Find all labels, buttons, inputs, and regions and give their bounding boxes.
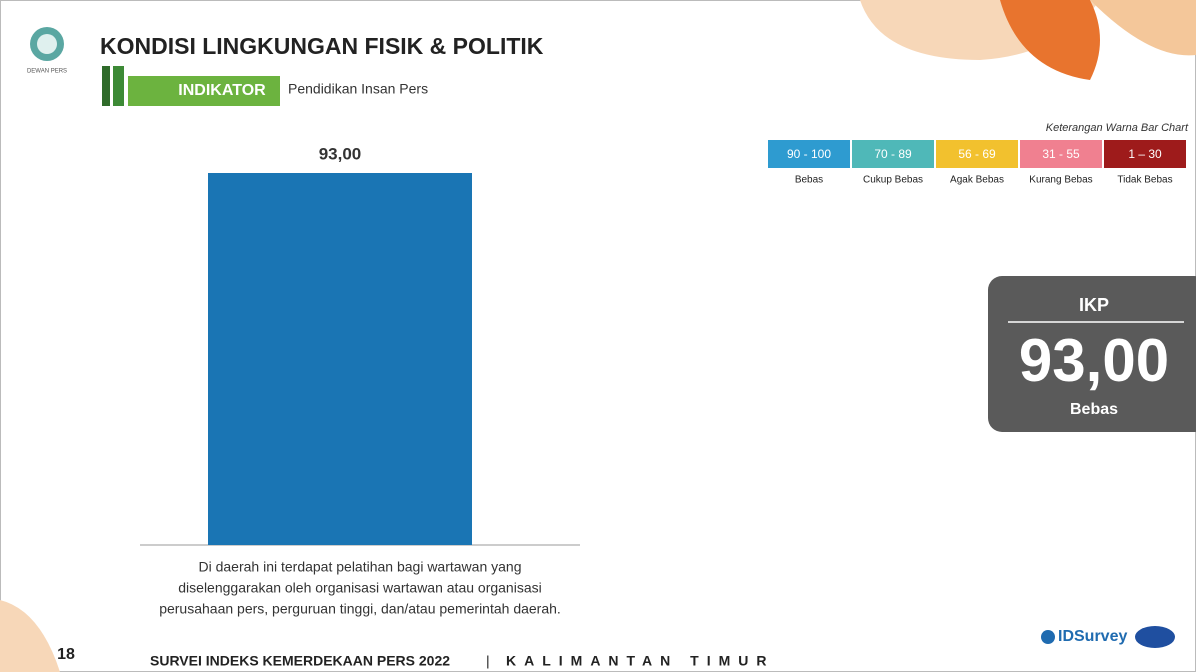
- legend-label: Bebas: [795, 175, 823, 186]
- legend-swatch: [1104, 140, 1186, 168]
- footer-region: KALIMANTAN TIMUR: [506, 653, 775, 669]
- indicator-box: [128, 76, 280, 106]
- legend-swatch: [768, 140, 850, 168]
- decor: [1090, 0, 1196, 56]
- ikp-value: 93,00: [1019, 327, 1169, 394]
- ikp-category: Bebas: [1070, 401, 1118, 418]
- legend-range: 90 - 100: [787, 147, 831, 161]
- title: KONDISI LINGKUNGAN FISIK & POLITIK: [100, 33, 544, 59]
- caption-line: Di daerah ini terdapat pelatihan bagi wa…: [199, 559, 522, 575]
- decor: [102, 66, 110, 106]
- value-label: 93,00: [319, 144, 362, 163]
- logo-text: DEWAN PERS: [27, 69, 67, 75]
- brand-icon: [1041, 630, 1055, 644]
- brand: IDSurvey: [1058, 628, 1127, 645]
- legend-range: 1 – 30: [1128, 147, 1162, 161]
- indicator: Pendidikan Insan Pers: [288, 81, 428, 97]
- ikp-title: IKP: [1079, 295, 1109, 315]
- legend-range: 56 - 69: [958, 147, 996, 161]
- decor: [0, 600, 60, 672]
- legend-swatch: [852, 140, 934, 168]
- legend-range: 31 - 55: [1042, 147, 1080, 161]
- bar: [208, 173, 472, 545]
- legend-swatch: [1020, 140, 1102, 168]
- caption-line: diselenggarakan oleh organisasi wartawan…: [178, 580, 541, 596]
- caption-line: perusahaan pers, perguruan tinggi, dan/a…: [159, 601, 561, 617]
- legend-swatch: [936, 140, 1018, 168]
- legend-range: 70 - 89: [874, 147, 912, 161]
- legend-label: Kurang Bebas: [1029, 175, 1092, 186]
- page-number: 18: [57, 646, 75, 663]
- ikp-box: [988, 276, 1196, 432]
- legend-title: Keterangan Warna Bar Chart: [1046, 122, 1189, 134]
- legend-label: Agak Bebas: [950, 175, 1004, 186]
- footer-separator: |: [486, 653, 490, 669]
- indicator-label: INDIKATOR: [178, 82, 266, 99]
- legend-label: Cukup Bebas: [863, 175, 923, 186]
- decor: [113, 66, 124, 106]
- footer-survey: SURVEI INDEKS KEMERDEKAAN PERS 2022: [150, 653, 450, 669]
- logo: [37, 34, 57, 54]
- legend-label: Tidak Bebas: [1117, 175, 1172, 186]
- brand-logo: [1135, 626, 1175, 648]
- decor: [1000, 0, 1100, 80]
